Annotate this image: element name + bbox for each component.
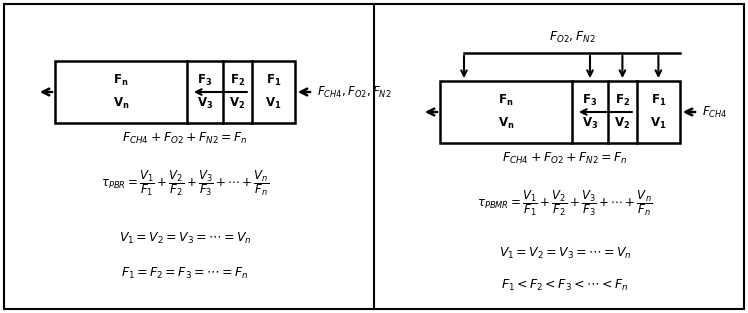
Text: $\mathbf{F_3}$: $\mathbf{F_3}$	[197, 73, 212, 88]
Text: $\mathbf{F_2}$: $\mathbf{F_2}$	[615, 93, 630, 108]
Text: $V_1=V_2=V_3=\cdots=V_n$: $V_1=V_2=V_3=\cdots=V_n$	[499, 245, 631, 260]
Bar	[55, 61, 295, 123]
Text: $\mathbf{F_1}$: $\mathbf{F_1}$	[651, 93, 666, 108]
Text: $\mathbf{V_3}$: $\mathbf{V_3}$	[197, 95, 213, 111]
Text: $\mathbf{V_2}$: $\mathbf{V_2}$	[230, 95, 245, 111]
Text: $\mathbf{F_n}$: $\mathbf{F_n}$	[113, 73, 129, 88]
Text: $F_{O2},F_{N2}$: $F_{O2},F_{N2}$	[548, 30, 595, 45]
Text: $V_1=V_2=V_3=\cdots=V_n$: $V_1=V_2=V_3=\cdots=V_n$	[119, 230, 251, 246]
Text: $\mathbf{F_2}$: $\mathbf{F_2}$	[230, 73, 245, 88]
Text: $\tau_{PBR}=\dfrac{V_1}{F_1}+\dfrac{V_2}{F_2}+\dfrac{V_3}{F_3}+\cdots+\dfrac{V_n: $\tau_{PBR}=\dfrac{V_1}{F_1}+\dfrac{V_2}…	[101, 168, 269, 198]
Text: $\mathbf{F_3}$: $\mathbf{F_3}$	[583, 93, 598, 108]
Text: $\mathbf{V_1}$: $\mathbf{V_1}$	[266, 95, 282, 111]
Text: $F_{CH4},F_{O2},F_{N2}$: $F_{CH4},F_{O2},F_{N2}$	[317, 85, 391, 100]
Text: $F_{CH4}$: $F_{CH4}$	[702, 105, 728, 120]
Text: $F_1=F_2=F_3=\cdots=F_n$: $F_1=F_2=F_3=\cdots=F_n$	[121, 265, 248, 280]
Text: $\tau_{PBMR}=\dfrac{V_1}{F_1}+\dfrac{V_2}{F_2}+\dfrac{V_3}{F_3}+\cdots+\dfrac{V_: $\tau_{PBMR}=\dfrac{V_1}{F_1}+\dfrac{V_2…	[477, 188, 653, 218]
Text: $\mathbf{V_1}$: $\mathbf{V_1}$	[650, 115, 666, 131]
Text: $F_1<F_2<F_3<\cdots<F_n$: $F_1<F_2<F_3<\cdots<F_n$	[501, 277, 628, 293]
Text: $\mathbf{V_2}$: $\mathbf{V_2}$	[614, 115, 631, 131]
Text: $\mathbf{V_3}$: $\mathbf{V_3}$	[582, 115, 598, 131]
Text: $\mathbf{V_n}$: $\mathbf{V_n}$	[497, 115, 514, 131]
Text: $\mathbf{V_n}$: $\mathbf{V_n}$	[113, 95, 129, 111]
Bar	[440, 81, 680, 143]
Text: $F_{CH4}+F_{O2}+F_{N2}=F_n$: $F_{CH4}+F_{O2}+F_{N2}=F_n$	[122, 131, 248, 146]
Text: $F_{CH4}+F_{O2}+F_{N2}=F_n$: $F_{CH4}+F_{O2}+F_{N2}=F_n$	[502, 151, 628, 166]
Text: $\mathbf{F_1}$: $\mathbf{F_1}$	[266, 73, 281, 88]
Text: $\mathbf{F_n}$: $\mathbf{F_n}$	[498, 93, 514, 108]
